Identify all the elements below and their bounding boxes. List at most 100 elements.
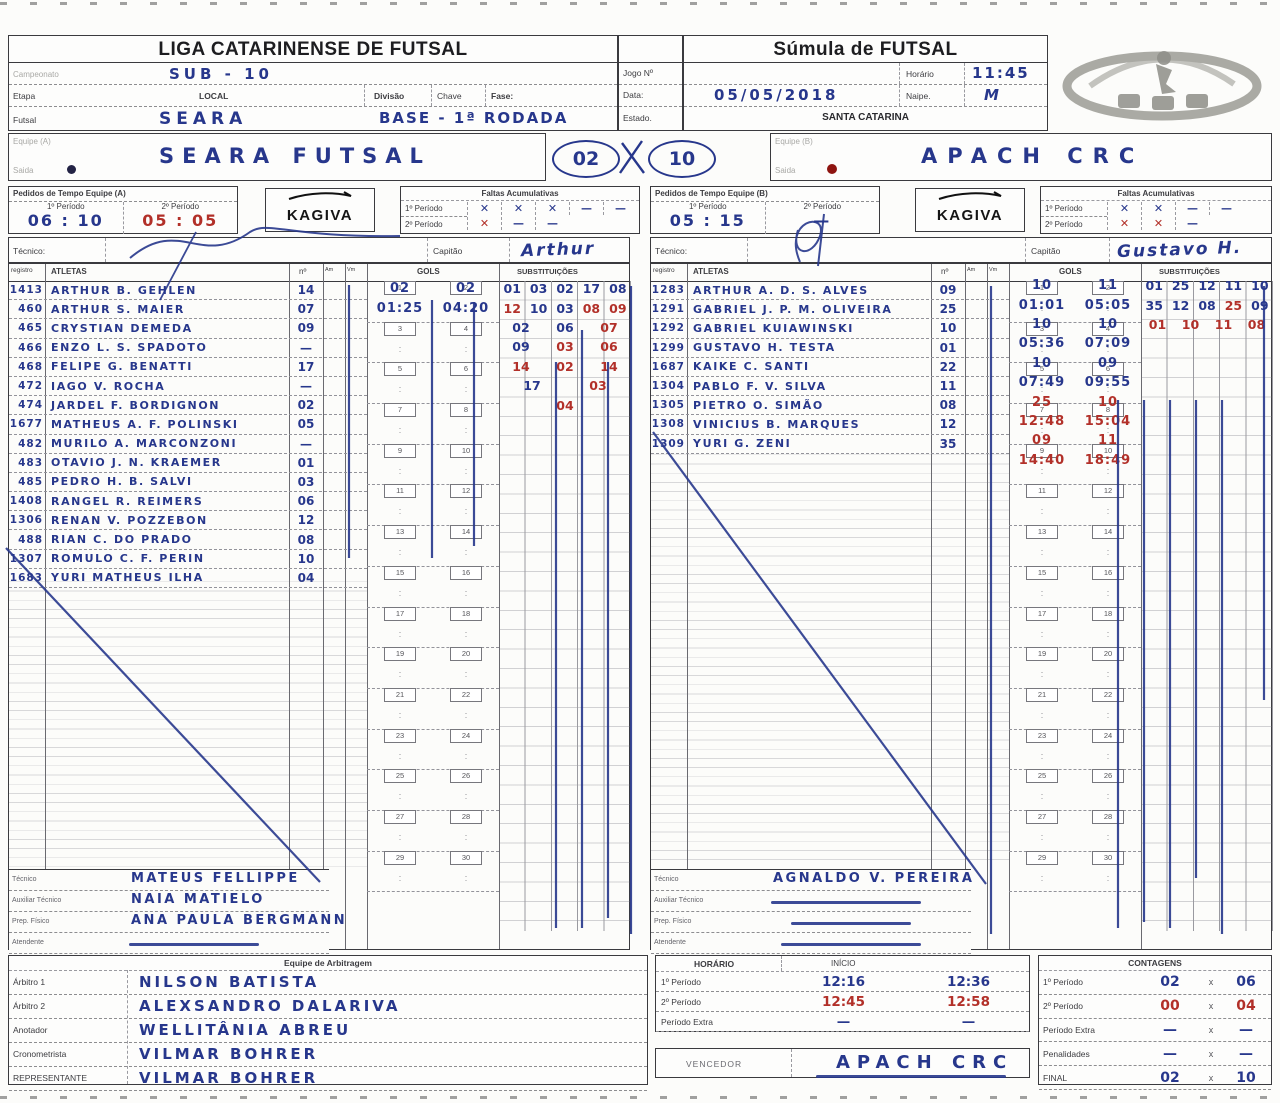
ink-token: 01:01 bbox=[1018, 297, 1066, 313]
player-number: 25 bbox=[939, 302, 957, 317]
col-gols: GOLS bbox=[1059, 267, 1082, 276]
period-end-time: — bbox=[961, 1013, 976, 1030]
staff-b-block: Técnico AGNALDO V. PEREIRA Auxiliar Técni… bbox=[651, 869, 972, 954]
ink-token: 10 bbox=[1031, 278, 1053, 294]
equipe-b-label: Equipe (B) bbox=[775, 137, 813, 146]
contagens-rows: 1º Período 02 x 06 2º Período 00 x 04 Pe… bbox=[1039, 971, 1271, 1090]
timeouts-b-box: Pedidos de Tempo Equipe (B) 1º Período 0… bbox=[650, 186, 880, 234]
subs-ink-a: 01 03 02 17 08 12 10 03 08 09 02 06 07 09 03 06 14 02 14 17… bbox=[499, 279, 631, 415]
ink-line: 35 12 08 25 09 bbox=[1141, 295, 1273, 314]
ink-token: 08 bbox=[1198, 297, 1216, 313]
vencedor-row: VENCEDOR APACH CRC bbox=[655, 1048, 1030, 1078]
ink-token: 14 bbox=[600, 358, 618, 374]
header-mid-labels: Jogo Nº Data: Estado. bbox=[618, 35, 683, 131]
capitao-b-label: Capitão bbox=[1031, 246, 1061, 256]
ink-line: 12 10 03 08 09 bbox=[499, 298, 631, 317]
player-number: — bbox=[300, 340, 312, 355]
estado-label: Estado. bbox=[623, 113, 652, 123]
divisao-label: Divisão bbox=[374, 91, 405, 101]
ink-line: 07:49 09:55 bbox=[1009, 373, 1141, 392]
player-number: 06 bbox=[297, 494, 315, 509]
horario-box: HORÁRIO INÍCIO 1º Período 12:16 12:36 2º… bbox=[655, 955, 1030, 1032]
table-row: 1283 ARTHUR A. D. S. ALVES 09 bbox=[651, 281, 1009, 301]
chave-label: Chave bbox=[437, 91, 462, 101]
player-name: GABRIEL J. P. M. OLIVEIRA bbox=[693, 302, 893, 316]
gol-cell-pair: 9 10:: bbox=[1009, 443, 1141, 486]
tecnico-b-label: Técnico: bbox=[655, 246, 688, 256]
player-registro: 1305 bbox=[651, 399, 685, 412]
period-time-row: 1º Período 12:16 12:36 bbox=[656, 972, 1029, 992]
table-row: 1413 ARTHUR B. GEHLEN 14 bbox=[9, 281, 367, 301]
gol-cell-pair: 29 30:: bbox=[367, 850, 499, 893]
count-team-b: — bbox=[1239, 1045, 1253, 1062]
ink-line: ✕ ✕ ✕ — — bbox=[467, 201, 639, 216]
fcf-logo bbox=[1060, 42, 1264, 126]
staff-prep-label: Prep. Físico bbox=[12, 918, 50, 925]
player-registro: 472 bbox=[18, 380, 43, 393]
timeout-a-p2: 05 : 05 bbox=[142, 211, 219, 230]
naipe-label: Naipe. bbox=[906, 91, 931, 101]
score-count-row: 1º Período 02 x 06 bbox=[1039, 971, 1271, 995]
player-name: ROMULO C. F. PERIN bbox=[51, 552, 205, 566]
player-number: 09 bbox=[939, 283, 957, 298]
count-team-a: 00 bbox=[1160, 998, 1180, 1015]
ink-token: 08 bbox=[609, 281, 627, 297]
ink-token: 14 bbox=[512, 358, 530, 374]
ink-token: ✕ bbox=[467, 202, 501, 215]
ink-token: 02 bbox=[512, 319, 530, 335]
gol-cell-pair: 9 10:: bbox=[367, 443, 499, 486]
player-number: — bbox=[300, 436, 312, 451]
ink-token: 09:55 bbox=[1084, 375, 1132, 391]
horario-value: 11:45 bbox=[972, 64, 1030, 82]
ink-underline bbox=[129, 943, 259, 946]
player-number: 05 bbox=[297, 417, 315, 432]
player-number: 11 bbox=[939, 379, 957, 394]
score-count-row: FINAL 02 x 10 bbox=[1039, 1066, 1271, 1090]
player-registro: 1687 bbox=[651, 360, 685, 373]
gol-cell-pair: 15 16:: bbox=[1009, 565, 1141, 608]
player-registro: 1308 bbox=[651, 418, 685, 431]
player-number: 01 bbox=[939, 340, 957, 355]
official-name: VILMAR BOHRER bbox=[139, 1045, 319, 1063]
arbitragem-box: Equipe de Arbitragem Árbitro 1 NILSON BA… bbox=[8, 955, 648, 1091]
ink-underline bbox=[771, 901, 921, 904]
player-name: ENZO L. S. SPADOTO bbox=[51, 341, 208, 355]
staff-a-block: Técnico MATEUS FELLIPPE Auxiliar Técnico N… bbox=[9, 869, 345, 954]
saida-a-dot-icon bbox=[67, 165, 76, 174]
gol-cell-pair: 13 14:: bbox=[367, 525, 499, 567]
player-name: MATHEUS A. F. POLINSKI bbox=[51, 417, 239, 431]
ink-token: 09 bbox=[1251, 297, 1269, 313]
score-b-circle: 10 bbox=[648, 140, 716, 178]
count-x-separator: x bbox=[1208, 1001, 1214, 1012]
player-number: 09 bbox=[297, 321, 315, 336]
fase-label: Fase: bbox=[491, 91, 514, 101]
player-number: 07 bbox=[297, 302, 315, 317]
col-amarelo: Am bbox=[967, 267, 976, 273]
equipe-a-label: Equipe (A) bbox=[13, 137, 51, 146]
ink-line: 04 bbox=[499, 395, 631, 414]
player-name: RENAN V. POZZEBON bbox=[51, 513, 208, 527]
local-value: SEARA bbox=[159, 109, 248, 129]
ink-token: 09 bbox=[609, 300, 627, 316]
player-name: PABLO F. V. SILVA bbox=[693, 379, 827, 393]
team-a-box: Equipe (A) Saida SEARA FUTSAL bbox=[8, 133, 546, 181]
gol-cell-pair: 13 14:: bbox=[1009, 525, 1141, 567]
staff-auxiliar-label: Auxiliar Técnico bbox=[12, 897, 62, 904]
table-row: 465 CRYSTIAN DEMEDA 09 bbox=[9, 319, 367, 339]
staff-atendente-label: Atendente bbox=[12, 939, 44, 946]
jogo-label: Jogo Nº bbox=[623, 68, 654, 78]
timeouts-b-title: Pedidos de Tempo Equipe (B) bbox=[651, 187, 879, 202]
official-row: REPRESENTANTE VILMAR BOHRER bbox=[9, 1067, 647, 1091]
faltas-a-box: Faltas Acumulativas 1º Período 2º Períod… bbox=[400, 186, 640, 234]
ink-token: 09 bbox=[1097, 355, 1119, 371]
score-count-row: Período Extra — x — bbox=[1039, 1019, 1271, 1043]
player-registro: 482 bbox=[18, 437, 43, 450]
player-name: KAIKE C. SANTI bbox=[693, 360, 810, 374]
count-period-label: Período Extra bbox=[1043, 1024, 1095, 1035]
count-period-label: Penalidades bbox=[1043, 1048, 1090, 1059]
count-team-a: 02 bbox=[1160, 1069, 1180, 1086]
count-team-b: 06 bbox=[1236, 974, 1256, 991]
